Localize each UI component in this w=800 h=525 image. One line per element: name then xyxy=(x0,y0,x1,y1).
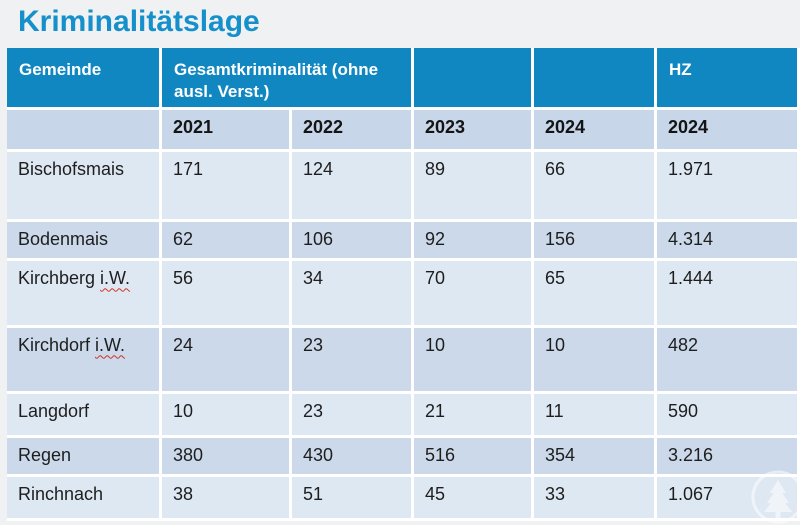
value-cell: 11 xyxy=(534,393,657,438)
hz-value-cell: 4.314 xyxy=(657,221,800,261)
value-cell: 23 xyxy=(292,393,414,438)
crime-stats-slide: { "title": "Kriminalitätslage", "colors"… xyxy=(0,5,800,525)
value-cell: 380 xyxy=(162,437,292,477)
year-2023: 2023 xyxy=(414,109,534,152)
value-cell: 24 xyxy=(162,327,292,394)
hz-value-cell: 482 xyxy=(657,327,800,394)
value-cell: 38 xyxy=(162,476,292,521)
value-cell: 33 xyxy=(534,476,657,521)
crime-statistics-table: Gemeinde Gesamtkriminalität (ohne ausl. … xyxy=(7,47,800,521)
value-cell: 45 xyxy=(414,476,534,521)
header-gesamtkriminalitaet: Gesamtkriminalität (ohne ausl. Verst.) xyxy=(162,47,414,110)
value-cell: 34 xyxy=(292,260,414,328)
value-cell: 70 xyxy=(414,260,534,328)
value-cell: 21 xyxy=(414,393,534,438)
value-cell: 89 xyxy=(414,151,534,222)
year-2021: 2021 xyxy=(162,109,292,152)
hz-value-cell: 1.067 xyxy=(657,476,800,521)
value-cell: 56 xyxy=(162,260,292,328)
value-cell: 156 xyxy=(534,221,657,261)
table-row-kirchdorf: Kirchdorf i.W. 24 23 10 10 482 xyxy=(7,327,800,394)
value-cell: 10 xyxy=(414,327,534,394)
value-cell: 65 xyxy=(534,260,657,328)
value-cell: 92 xyxy=(414,221,534,261)
gemeinde-cell: Langdorf xyxy=(7,393,162,438)
table-row-rinchnach: Rinchnach 38 51 45 33 1.067 xyxy=(7,476,800,521)
hz-value-cell: 590 xyxy=(657,393,800,438)
gemeinde-cell: Kirchdorf i.W. xyxy=(7,327,162,394)
value-cell: 23 xyxy=(292,327,414,394)
gemeinde-cell: Bodenmais xyxy=(7,221,162,261)
table-row-langdorf: Langdorf 10 23 21 11 590 xyxy=(7,393,800,438)
value-cell: 516 xyxy=(414,437,534,477)
header-empty-2 xyxy=(534,47,657,110)
value-cell: 66 xyxy=(534,151,657,222)
table-row-bodenmais: Bodenmais 62 106 92 156 4.314 xyxy=(7,221,800,261)
year-empty-cell xyxy=(7,109,162,152)
gemeinde-cell: Rinchnach xyxy=(7,476,162,521)
table-row-kirchberg: Kirchberg i.W. 56 34 70 65 1.444 xyxy=(7,260,800,328)
spellcheck-underline: i.W. xyxy=(95,334,126,355)
header-gemeinde: Gemeinde xyxy=(7,47,162,110)
value-cell: 10 xyxy=(534,327,657,394)
year-hz-2024: 2024 xyxy=(657,109,800,152)
value-cell: 62 xyxy=(162,221,292,261)
year-header-row: 2021 2022 2023 2024 2024 xyxy=(7,109,800,152)
value-cell: 10 xyxy=(162,393,292,438)
hz-value-cell: 1.971 xyxy=(657,151,800,222)
gemeinde-cell: Bischofsmais xyxy=(7,151,162,222)
table-row-regen: Regen 380 430 516 354 3.216 xyxy=(7,437,800,477)
gemeinde-cell: Regen xyxy=(7,437,162,477)
value-cell: 106 xyxy=(292,221,414,261)
hz-value-cell: 1.444 xyxy=(657,260,800,328)
table-header-row: Gemeinde Gesamtkriminalität (ohne ausl. … xyxy=(7,47,800,110)
value-cell: 51 xyxy=(292,476,414,521)
value-cell: 354 xyxy=(534,437,657,477)
table-row-bischofsmais: Bischofsmais 171 124 89 66 1.971 xyxy=(7,151,800,222)
value-cell: 124 xyxy=(292,151,414,222)
hz-value-cell: 3.216 xyxy=(657,437,800,477)
value-cell: 171 xyxy=(162,151,292,222)
value-cell: 430 xyxy=(292,437,414,477)
header-empty-1 xyxy=(414,47,534,110)
header-hz: HZ xyxy=(657,47,800,110)
year-2022: 2022 xyxy=(292,109,414,152)
gemeinde-cell: Kirchberg i.W. xyxy=(7,260,162,328)
spellcheck-underline: i.W. xyxy=(100,267,131,288)
page-title: Kriminalitätslage xyxy=(18,5,260,38)
year-2024: 2024 xyxy=(534,109,657,152)
